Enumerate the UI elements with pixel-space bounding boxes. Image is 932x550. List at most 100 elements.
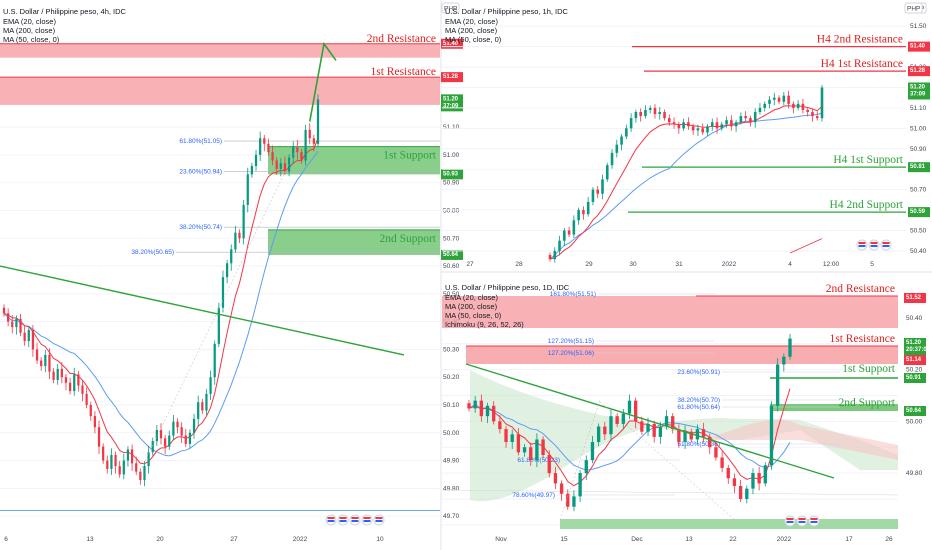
candle-body [572, 220, 576, 235]
candle-body [558, 240, 561, 251]
candle-body [275, 160, 278, 169]
flag-icon-stripe [351, 520, 359, 522]
y-tick-label: 50.00 [906, 418, 923, 425]
price-tag [441, 72, 463, 83]
candle-body [479, 400, 484, 417]
x-tick-label: 13 [86, 536, 94, 543]
candle-body [316, 99, 320, 144]
flag-icon-stripe [810, 521, 818, 523]
price-tag-label: 50.81 [910, 164, 926, 170]
legend-entry: EMA (20, close) [445, 293, 498, 302]
fib-label: 78.60%(49.97) [512, 492, 555, 499]
candle-body [582, 210, 585, 215]
price-tag-label: 50.64 [443, 252, 459, 258]
price-tag-label: 50.59 [910, 209, 926, 215]
candle-body [769, 405, 774, 466]
legend-entry: MA (50, close, 0) [445, 311, 502, 320]
trend-line [0, 265, 405, 356]
candle-body [106, 460, 109, 469]
candle-body [640, 421, 644, 432]
candle-body [498, 421, 502, 430]
x-tick-label: 15 [560, 536, 568, 543]
candle-body [201, 402, 204, 411]
support-label: 2nd Support [838, 397, 895, 409]
candle-body [775, 364, 780, 406]
candle-body [629, 118, 633, 129]
y-tick-label: 51.10 [443, 124, 460, 131]
flag-icon-stripe [327, 517, 335, 519]
candle-body [708, 436, 712, 448]
chart-title: U.S. Dollar / Philippine peso, 4h, IDC [3, 7, 127, 16]
x-tick-label: 4 [788, 261, 792, 268]
flag-icon-stripe [870, 245, 878, 247]
x-tick-label: 29 [585, 261, 593, 268]
candle-body [473, 400, 477, 409]
candle-body [85, 393, 88, 405]
legend-entry: MA (200, close) [445, 26, 498, 35]
flag-icon-stripe [339, 520, 347, 522]
fib-label: 61.80%(51.05) [179, 138, 222, 145]
support-zone-bottom [560, 519, 898, 529]
candle-body [788, 338, 792, 357]
candle-body [596, 189, 600, 194]
candle-body [730, 120, 733, 127]
resistance-label: H4 1st Resistance [821, 58, 903, 70]
candle-body [763, 465, 767, 484]
candle-body [492, 405, 496, 422]
candle-body [184, 435, 187, 444]
price-tag [441, 169, 463, 180]
fib-label: 61.80%(50.23) [517, 457, 560, 464]
candle-body [155, 429, 158, 442]
candle-body [691, 126, 695, 131]
price-tag [904, 406, 926, 416]
candle-body [687, 122, 690, 127]
ma50-line [468, 403, 791, 471]
candle-body [553, 250, 557, 260]
flag-icon-stripe [786, 518, 794, 520]
candle-body [135, 463, 138, 472]
candle-body [234, 232, 237, 250]
candle-body [40, 360, 43, 367]
candle-body [64, 377, 68, 383]
legend-entry: Ichimoku (9, 26, 52, 26) [445, 320, 524, 329]
price-tag-label: 51.20 [443, 96, 459, 102]
candle-body [279, 163, 282, 169]
panel-1d-chart[interactable]: 2nd Resistance 1st Resistance 1st Support 2… [441, 2, 931, 543]
projection-arrow [308, 41, 337, 122]
x-tick-label: Nov [495, 536, 507, 543]
candle-body [806, 109, 809, 113]
chart-title: U.S. Dollar / Philippine peso, 1h, IDC [445, 7, 569, 16]
candle-body [563, 230, 566, 241]
price-tag-label: 20:37:09 [906, 347, 931, 353]
candle-body [658, 112, 662, 115]
candle-body [259, 138, 262, 155]
flag-icon-stripe [870, 242, 878, 244]
candle-body [292, 146, 295, 158]
candle-body [671, 416, 675, 430]
flag-icon-stripe [882, 245, 890, 247]
x-tick-label: 30 [629, 261, 637, 268]
candle-body [559, 483, 564, 494]
y-tick-label: 49.70 [443, 513, 460, 520]
candle-body [485, 405, 490, 417]
panel-4h-chart[interactable]: 2nd Resistance 1st Resistance 1st Support 2… [0, 2, 463, 543]
y-tick-label: 50.90 [443, 180, 460, 187]
y-tick-label: 50.30 [443, 346, 460, 353]
candle-body [782, 95, 786, 102]
support-zone [770, 404, 898, 411]
flag-icon-stripe [882, 242, 890, 244]
candle-body [801, 103, 805, 110]
candle-body [504, 429, 508, 443]
candle-body [590, 442, 595, 461]
candle-body [758, 107, 762, 113]
candle-body [677, 429, 681, 443]
candle-body [522, 447, 527, 453]
candle-body [60, 368, 63, 378]
candle-body [242, 204, 245, 239]
legend-entry: MA (50, close, 0) [445, 35, 502, 44]
y-tick-label: 50.60 [443, 263, 460, 270]
y-tick-label: 49.90 [443, 458, 460, 465]
panel-1h-chart[interactable]: H4 2nd Resistance H4 1st Resistance H4 1st… [442, 2, 930, 268]
